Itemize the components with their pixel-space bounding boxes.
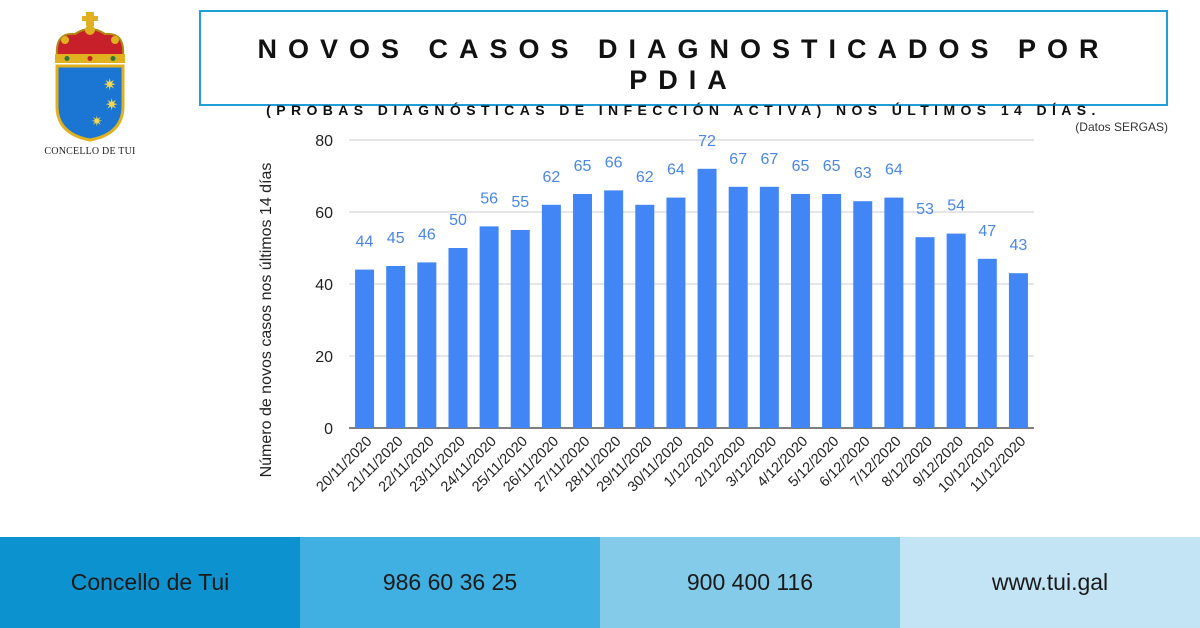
bar — [728, 186, 748, 428]
bar — [946, 233, 966, 428]
footer-org: Concello de Tui — [0, 537, 300, 628]
coat-of-arms-icon: ✷ ✷ ✷ — [55, 12, 125, 142]
footer-phone-2: 900 400 116 — [600, 537, 900, 628]
bar — [448, 248, 468, 428]
bar — [759, 186, 779, 428]
bar — [635, 204, 655, 428]
concello-logo: ✷ ✷ ✷ CONCELLO DE TUI — [30, 10, 160, 160]
data-label: 43 — [1010, 237, 1028, 254]
data-label: 63 — [854, 165, 872, 182]
bar — [541, 204, 561, 428]
y-tick-label: 80 — [315, 133, 333, 150]
title-box: NOVOS CASOS DIAGNOSTICADOS POR PDIA (PRO… — [199, 10, 1168, 118]
page-title: NOVOS CASOS DIAGNOSTICADOS POR PDIA — [257, 34, 1110, 95]
page-subtitle: (PROBAS DIAGNÓSTICAS DE INFECCIÓN ACTIVA… — [266, 102, 1101, 118]
data-label: 47 — [978, 223, 996, 240]
source-note: (Datos SERGAS) — [1075, 120, 1168, 134]
data-label: 44 — [356, 234, 374, 251]
bar — [822, 194, 842, 428]
data-label: 65 — [574, 158, 592, 175]
data-label: 53 — [916, 201, 934, 218]
data-label: 56 — [480, 190, 498, 207]
bar — [510, 230, 530, 428]
bar — [915, 237, 935, 428]
y-tick-label: 60 — [315, 205, 333, 222]
svg-text:✷: ✷ — [105, 95, 118, 114]
svg-text:✷: ✷ — [91, 114, 103, 130]
data-label: 64 — [667, 162, 685, 179]
data-label: 62 — [636, 169, 654, 186]
data-label: 65 — [792, 158, 810, 175]
y-tick-label: 20 — [315, 349, 333, 366]
bar — [355, 269, 375, 428]
data-label: 46 — [418, 226, 436, 243]
footer-phone-1: 986 60 36 25 — [300, 537, 600, 628]
y-tick-label: 0 — [324, 421, 333, 438]
data-label: 54 — [947, 198, 965, 215]
data-label: 72 — [698, 133, 716, 150]
bar — [666, 197, 686, 428]
data-label: 67 — [760, 151, 778, 168]
bar — [697, 168, 717, 429]
y-tick-label: 40 — [315, 277, 333, 294]
data-label: 64 — [885, 162, 903, 179]
data-label: 66 — [605, 154, 623, 171]
bar-chart: 0 20 40 60 80 Número de novos casos nos últim… — [258, 133, 1034, 496]
y-axis-label: Número de novos casos nos últimos 14 día… — [258, 163, 275, 478]
footer-bar: Concello de Tui 986 60 36 25 900 400 116… — [0, 537, 1200, 628]
bar — [417, 262, 437, 428]
bar — [790, 194, 810, 428]
data-label: 45 — [387, 230, 405, 247]
bar — [479, 226, 499, 428]
bar — [977, 258, 997, 428]
logo-caption: CONCELLO DE TUI — [44, 146, 136, 157]
bar — [1008, 273, 1028, 428]
bar — [386, 266, 406, 428]
data-label: 67 — [729, 151, 747, 168]
bar — [884, 197, 904, 428]
data-label: 65 — [823, 158, 841, 175]
bar — [573, 194, 593, 428]
bar — [604, 190, 624, 428]
svg-text:✷: ✷ — [103, 75, 116, 94]
data-label: 55 — [511, 194, 529, 211]
footer-website: www.tui.gal — [900, 537, 1200, 628]
bar — [853, 201, 873, 428]
data-label: 50 — [449, 212, 467, 229]
data-label: 62 — [542, 169, 560, 186]
